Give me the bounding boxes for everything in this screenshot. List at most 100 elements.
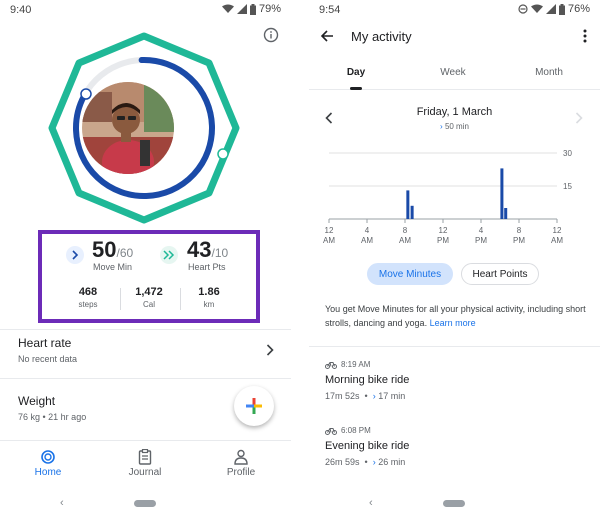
steps-value: 468 <box>78 286 98 298</box>
heart-points-toggle[interactable]: Heart Points <box>461 263 539 285</box>
cal-label: Cal <box>142 300 155 309</box>
activity-item[interactable]: 6:08 PM Evening bike ride 26m 59s • › 26… <box>325 426 409 467</box>
system-back-button[interactable]: ‹ <box>369 497 373 509</box>
chevron-left-icon[interactable] <box>325 112 333 124</box>
left-phone-screen: 9:40 79% <box>0 0 291 519</box>
battery-percent: 76% <box>567 3 590 15</box>
system-home-button[interactable] <box>443 500 465 507</box>
nav-profile[interactable]: Profile <box>201 447 281 478</box>
activity-time: 6:08 PM <box>341 426 371 435</box>
heart-pts-goal: /10 <box>211 246 229 260</box>
heart-pts-value: 43/10 <box>187 237 228 263</box>
chevron-right-icon[interactable] <box>266 344 274 356</box>
info-icon[interactable] <box>263 27 279 43</box>
move-min-goal: /60 <box>116 246 134 260</box>
move-arrow-icon: › <box>372 457 376 467</box>
heart-pts-icon <box>160 246 178 264</box>
move-arrow-icon: › <box>372 391 376 401</box>
date-summary-value: 50 min <box>444 122 469 131</box>
chart-bar <box>406 190 410 219</box>
section-divider-1 <box>0 329 291 330</box>
nav-journal[interactable]: Journal <box>105 447 185 478</box>
status-bar: 9:40 79% <box>0 0 291 22</box>
add-activity-button[interactable] <box>234 386 274 426</box>
signal-icon <box>545 4 556 14</box>
y-tick-label: 30 <box>563 149 572 158</box>
section-divider-2 <box>0 378 291 379</box>
avatar[interactable] <box>82 82 174 174</box>
heart-pts-label: Heart Pts <box>188 262 226 272</box>
weight-title[interactable]: Weight <box>18 394 56 408</box>
ring-start-marker <box>80 88 92 100</box>
profile-icon <box>234 449 248 465</box>
nav-profile-label: Profile <box>226 467 256 478</box>
chart-bar <box>504 208 508 219</box>
activity-item[interactable]: 8:19 AM Morning bike ride 17m 52s • › 17… <box>325 360 409 401</box>
bike-icon <box>325 427 337 435</box>
avatar-photo <box>82 82 174 174</box>
km-value: 1.86 <box>198 286 220 298</box>
journal-icon <box>138 449 152 465</box>
section-divider <box>309 346 600 347</box>
status-time: 9:40 <box>10 4 32 16</box>
tab-month[interactable]: Month <box>535 67 563 78</box>
move-min-number: 50 <box>92 237 117 262</box>
x-tick-label: 12 <box>325 226 334 235</box>
x-tick-label: PM <box>475 236 487 245</box>
date-summary: › 50 min <box>309 122 600 131</box>
activity-move-minutes: 17 min <box>378 391 406 401</box>
signal-icon <box>236 4 247 14</box>
wifi-icon <box>221 4 234 13</box>
nav-journal-label: Journal <box>128 467 162 478</box>
x-tick-label: AM <box>551 236 563 245</box>
learn-more-link[interactable]: Learn more <box>429 318 476 328</box>
move-arrow-icon: › <box>440 122 443 131</box>
tab-indicator <box>350 87 362 90</box>
chart-bar <box>410 205 414 219</box>
description-text: You get Move Minutes for all your physic… <box>325 304 586 328</box>
x-tick-label: AM <box>361 236 373 245</box>
heart-pts-number: 43 <box>187 237 212 262</box>
wifi-icon <box>530 4 543 13</box>
km-label: km <box>203 300 215 309</box>
tab-week[interactable]: Week <box>440 67 466 78</box>
daily-stats-box[interactable]: 50/60 Move Min 43/10 Heart Pts 468 steps… <box>38 230 260 323</box>
ring-end-marker <box>217 148 229 160</box>
x-tick-label: AM <box>399 236 411 245</box>
activity-time-row: 6:08 PM <box>325 426 409 435</box>
activity-time-row: 8:19 AM <box>325 360 409 369</box>
nav-home-label: Home <box>34 467 62 478</box>
battery-icon <box>558 3 565 15</box>
move-min-value: 50/60 <box>92 237 133 263</box>
activity-meta: 26m 59s • › 26 min <box>325 457 406 467</box>
x-tick-label: 12 <box>439 226 448 235</box>
back-arrow-icon[interactable] <box>319 28 335 44</box>
stats-divider-1 <box>120 288 121 310</box>
move-minutes-toggle[interactable]: Move Minutes <box>367 263 453 285</box>
plus-icon <box>246 398 262 414</box>
nav-home[interactable]: Home <box>8 447 88 478</box>
more-vert-icon[interactable] <box>582 28 588 44</box>
system-home-button[interactable] <box>134 500 156 507</box>
activity-duration: 26m 59s <box>325 457 360 467</box>
activity-time: 8:19 AM <box>341 360 371 369</box>
move-minutes-description: You get Move Minutes for all your physic… <box>325 302 587 330</box>
system-back-button[interactable]: ‹ <box>60 497 64 509</box>
activity-title: Morning bike ride <box>325 374 410 386</box>
battery-icon <box>249 3 256 15</box>
steps-label: steps <box>78 300 98 309</box>
page-title: My activity <box>351 29 412 44</box>
tab-day[interactable]: Day <box>346 67 366 78</box>
status-icons: 76% <box>518 3 590 15</box>
weight-subtitle: 76 kg • 21 hr ago <box>18 412 87 422</box>
status-bar: 9:54 76% <box>309 0 600 22</box>
heart-rate-title[interactable]: Heart rate <box>18 336 72 350</box>
range-tabs: Day Week Month <box>309 60 600 90</box>
x-tick-label: AM <box>323 236 335 245</box>
activity-duration: 17m 52s <box>325 391 360 401</box>
status-icons: 79% <box>221 3 281 15</box>
y-tick-label: 15 <box>563 182 572 191</box>
status-time: 9:54 <box>319 4 341 16</box>
heart-rate-subtitle: No recent data <box>18 354 78 364</box>
